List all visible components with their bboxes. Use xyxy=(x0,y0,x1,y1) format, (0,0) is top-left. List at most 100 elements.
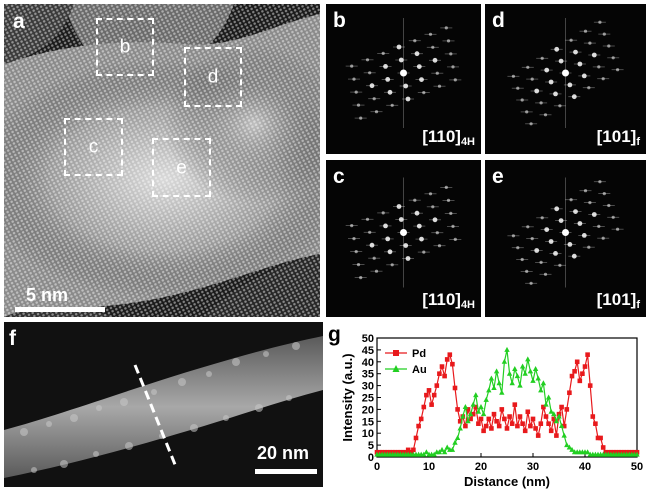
data-point-pd xyxy=(574,359,580,365)
data-point-pd xyxy=(512,402,518,407)
data-point-au xyxy=(517,382,523,388)
fft-spot xyxy=(571,94,577,100)
data-point-au xyxy=(439,446,445,452)
fft-spot xyxy=(396,44,402,50)
fft-spot xyxy=(403,83,409,89)
fft-spot xyxy=(554,206,560,212)
y-tick-label: 25 xyxy=(362,393,374,405)
fft-spot xyxy=(562,69,569,77)
fft-spot xyxy=(400,229,407,236)
data-point-pd xyxy=(590,414,596,419)
y-tick-label: 0 xyxy=(368,452,374,464)
fft-spot xyxy=(385,236,391,242)
data-point-pd xyxy=(494,419,499,424)
data-point-pd xyxy=(465,407,471,412)
data-point-au xyxy=(519,363,526,369)
data-point-pd xyxy=(564,407,570,412)
data-point-pd xyxy=(551,416,557,422)
data-point-au xyxy=(514,373,521,379)
fft-spot xyxy=(588,201,592,205)
panel-a-scale-text: 5 nm xyxy=(26,285,69,305)
data-point-pd xyxy=(431,392,437,398)
fft-spot xyxy=(530,77,534,81)
panel-c-fft: c [110]4H xyxy=(326,160,481,317)
x-tick-label: 50 xyxy=(631,461,643,473)
data-point-pd xyxy=(541,404,546,410)
fft-spot xyxy=(350,224,354,228)
legend-label-au: Au xyxy=(412,364,427,376)
fft-spot xyxy=(359,116,363,120)
fft-spot xyxy=(416,64,422,69)
x-axis-label: Distance (nm) xyxy=(464,474,550,489)
fft-spot xyxy=(419,236,424,242)
fft-spot xyxy=(414,51,420,57)
panel-g-line-profile: g 0 10 20 30 40 50 0 5 10 15 20 25 30 35 40 45 50 Distanc… xyxy=(328,320,648,490)
data-point-au xyxy=(532,365,539,371)
data-point-au xyxy=(465,418,471,424)
data-point-pd xyxy=(528,423,533,429)
data-point-pd xyxy=(520,421,525,426)
fft-spot xyxy=(611,56,615,60)
fft-spot xyxy=(431,45,435,49)
data-point-pd xyxy=(416,423,421,429)
fft-spot xyxy=(428,32,433,36)
data-point-pd xyxy=(437,371,442,376)
panel-e-axis-text: [101] xyxy=(596,290,637,309)
fft-spot xyxy=(354,90,358,94)
x-tick-label: 10 xyxy=(423,461,435,473)
data-point-au xyxy=(473,392,479,398)
panel-d-zone-axis: [101]f xyxy=(597,128,640,148)
fft-spot xyxy=(529,122,533,126)
data-point-pd xyxy=(489,426,494,431)
panel-b-zone-axis: [110]4H xyxy=(422,128,475,148)
fft-spot xyxy=(383,64,388,69)
data-point-au xyxy=(504,346,510,352)
data-point-pd xyxy=(582,364,588,369)
fft-spot xyxy=(534,248,540,253)
fft-pattern-d xyxy=(485,4,646,154)
region-box-c-label: c xyxy=(88,136,99,158)
region-box-e-label: e xyxy=(176,157,187,178)
y-tick-label: 35 xyxy=(362,369,374,381)
fft-spot xyxy=(525,269,529,273)
fft-spot xyxy=(387,249,393,255)
data-point-au xyxy=(634,451,640,457)
fft-spot xyxy=(422,250,426,254)
fft-spot xyxy=(396,204,402,209)
data-point-pd xyxy=(442,373,447,379)
fft-spot xyxy=(602,192,606,196)
data-point-pd xyxy=(476,421,481,426)
data-point-pd xyxy=(491,411,497,417)
fft-spot xyxy=(437,84,442,88)
fft-spot xyxy=(511,234,515,238)
fft-spot xyxy=(601,77,605,81)
panel-b-fft: b [110]4H xyxy=(326,4,481,154)
fft-spot xyxy=(350,64,354,68)
fft-spot xyxy=(616,68,620,72)
panel-e-label: e xyxy=(492,165,504,188)
fft-spot xyxy=(405,96,411,102)
data-point-pd xyxy=(421,404,427,410)
fft-spot xyxy=(573,49,578,55)
fft-spot xyxy=(435,231,439,235)
fft-spot xyxy=(516,246,520,250)
fft-spot xyxy=(520,98,524,102)
data-point-au xyxy=(441,449,448,455)
data-point-au xyxy=(509,380,515,386)
data-point-pd xyxy=(483,423,489,429)
fft-spot xyxy=(449,52,453,56)
data-point-pd xyxy=(473,404,479,410)
x-tick-label: 0 xyxy=(374,461,380,473)
fft-pattern-e xyxy=(485,160,646,317)
fft-spot xyxy=(558,263,562,267)
data-point-pd xyxy=(470,411,476,417)
y-tick-label: 40 xyxy=(362,357,374,369)
fft-spot xyxy=(444,26,448,30)
y-tick-label: 45 xyxy=(362,345,374,357)
data-point-au xyxy=(564,442,570,448)
data-point-au xyxy=(452,439,458,445)
fft-spot xyxy=(607,203,611,208)
fft-spot xyxy=(567,82,573,88)
fft-spot xyxy=(405,256,411,261)
y-tick-label: 15 xyxy=(362,416,374,428)
